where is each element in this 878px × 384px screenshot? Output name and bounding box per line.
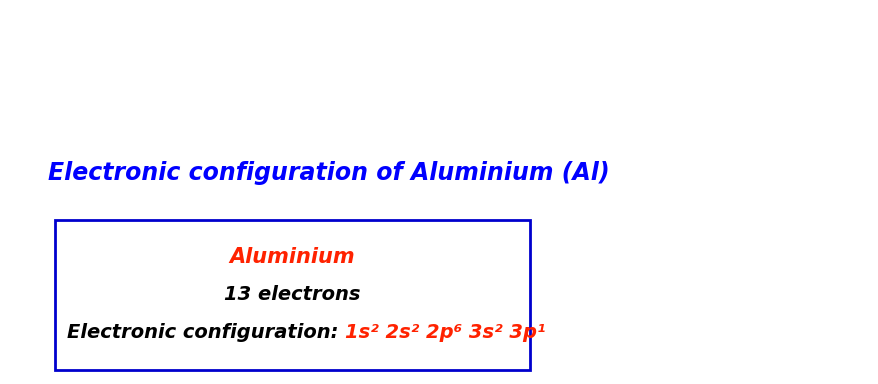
Text: Electronic configuration:: Electronic configuration: — [67, 323, 345, 343]
Text: Aluminium: Aluminium — [229, 247, 355, 267]
Bar — [55, 220, 529, 370]
Text: 13 electrons: 13 electrons — [224, 285, 360, 305]
Text: 1s² 2s² 2p⁶ 3s² 3p¹: 1s² 2s² 2p⁶ 3s² 3p¹ — [345, 323, 545, 343]
Text: Electronic configuration of Aluminium (Al): Electronic configuration of Aluminium (A… — [48, 161, 609, 185]
